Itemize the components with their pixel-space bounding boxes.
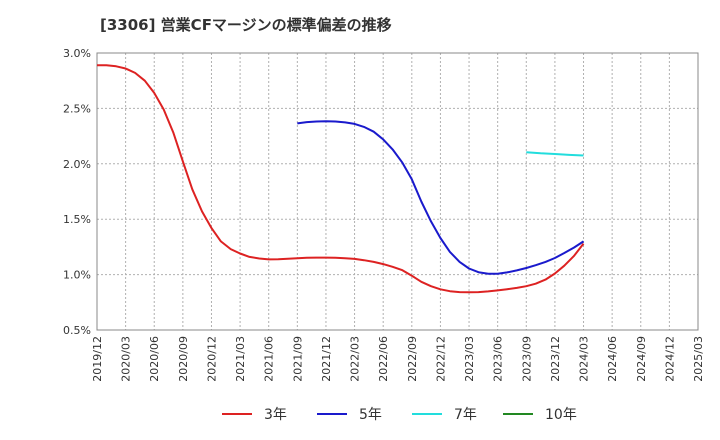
legend-label-2: 7年 — [454, 407, 477, 423]
y-tick-label: 2.5% — [63, 102, 91, 115]
x-axis-ticks: 2019/12 2020/03 2020/06 2020/09 2020/12 2021/… — [91, 336, 705, 382]
x-tick-label: 2020/09 — [177, 336, 190, 382]
chart-title: [3306] 営業CFマージンの標準偏差の推移 — [100, 16, 392, 34]
x-tick-label: 2022/12 — [434, 336, 447, 382]
y-axis-ticks: 0.5% 1.0% 1.5% 2.0% 2.5% 3.0% — [63, 47, 91, 337]
legend-label-1: 5年 — [359, 407, 382, 423]
x-tick-label: 2022/06 — [377, 336, 390, 382]
legend-label-0: 3年 — [264, 407, 287, 423]
grid-lines — [96, 52, 699, 331]
y-tick-label: 3.0% — [63, 47, 91, 60]
legend-label-3: 10年 — [545, 407, 577, 423]
y-tick-label: 0.5% — [63, 324, 91, 337]
x-tick-label: 2025/03 — [692, 336, 705, 382]
y-tick-label: 1.5% — [63, 213, 91, 226]
series-line-2 — [526, 151, 584, 157]
x-tick-label: 2021/03 — [234, 336, 247, 382]
y-tick-label: 2.0% — [63, 158, 91, 171]
series-line-1 — [297, 120, 585, 275]
x-tick-label: 2022/09 — [406, 336, 419, 382]
x-tick-label: 2021/12 — [320, 336, 333, 382]
x-tick-label: 2023/03 — [463, 336, 476, 382]
x-tick-label: 2024/12 — [663, 336, 676, 382]
x-tick-label: 2024/06 — [606, 336, 619, 382]
x-tick-label: 2021/09 — [291, 336, 304, 382]
x-tick-label: 2024/03 — [578, 336, 591, 382]
x-tick-label: 2020/06 — [148, 336, 161, 382]
x-tick-label: 2022/03 — [349, 336, 362, 382]
y-tick-label: 1.0% — [63, 269, 91, 282]
legend: 3年 5年 7年 10年 — [222, 407, 577, 423]
x-tick-label: 2020/12 — [205, 336, 218, 382]
x-tick-label: 2019/12 — [91, 336, 104, 382]
x-tick-label: 2024/09 — [635, 336, 648, 382]
series-line-0 — [97, 64, 585, 294]
series-lines — [97, 64, 585, 294]
x-tick-label: 2020/03 — [120, 336, 133, 382]
x-tick-label: 2021/06 — [263, 336, 276, 382]
plot-area — [96, 52, 699, 331]
x-tick-label: 2023/09 — [520, 336, 533, 382]
x-tick-label: 2023/12 — [549, 336, 562, 382]
x-tick-label: 2023/06 — [492, 336, 505, 382]
